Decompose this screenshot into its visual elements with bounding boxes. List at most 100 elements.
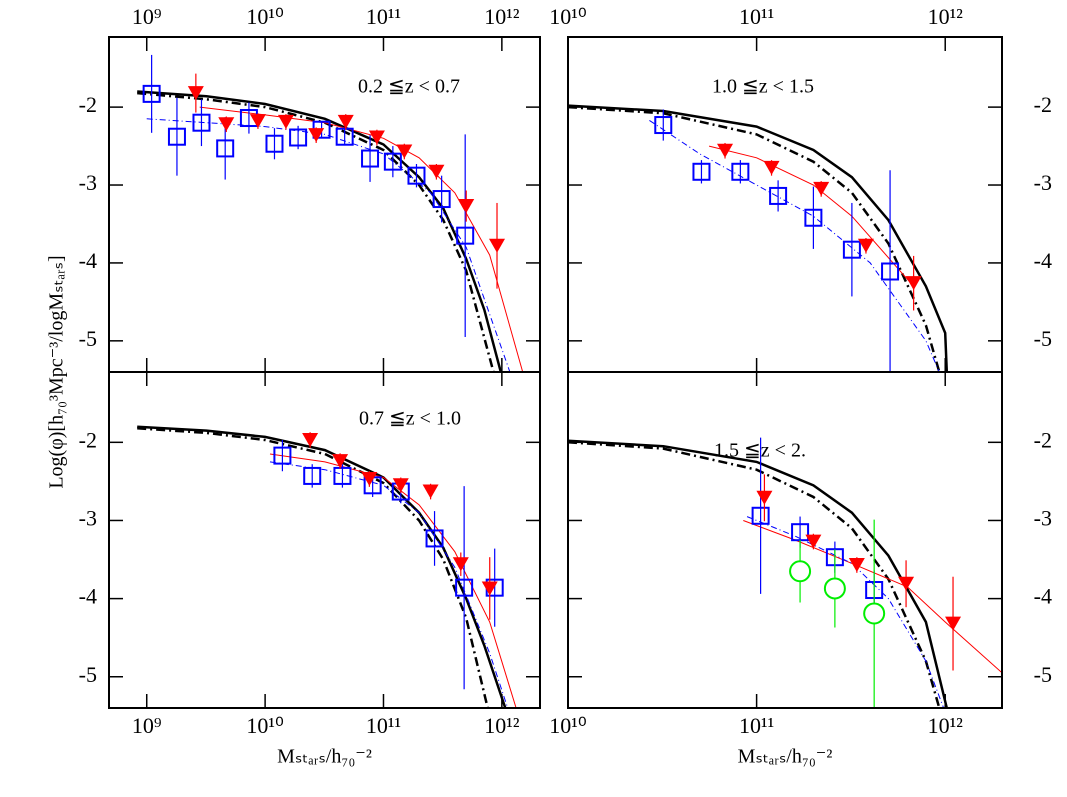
fit-curve — [269, 461, 509, 708]
triangle-marker — [249, 114, 266, 129]
plot-area — [137, 54, 524, 372]
y-tick-label: -4 — [79, 248, 97, 273]
square-marker — [142, 84, 161, 103]
x-tick-label: 10¹² — [484, 713, 520, 738]
square-marker — [216, 139, 235, 158]
x-tick-label: 10¹⁰ — [549, 713, 587, 738]
y-tick-label: -2 — [79, 427, 97, 452]
triangle-marker — [302, 432, 319, 447]
square-marker — [273, 446, 292, 465]
square-marker — [654, 116, 673, 135]
square-marker — [432, 190, 451, 209]
panel-frame — [108, 36, 541, 373]
triangle-marker — [763, 160, 780, 175]
triangle-marker — [218, 117, 235, 132]
y-tick-label: -2 — [1034, 427, 1052, 452]
triangle-marker — [187, 86, 204, 101]
plot-area — [137, 425, 517, 708]
square-marker — [769, 186, 788, 205]
panel-annotation: 0.2 ≦z < 0.7 — [358, 76, 460, 98]
square-marker — [407, 166, 426, 185]
x-tick-label: 10¹⁰ — [549, 4, 587, 29]
triangle-marker — [392, 478, 409, 493]
square-marker — [425, 529, 444, 548]
square-marker — [192, 113, 211, 132]
square-marker — [455, 578, 474, 597]
square-marker — [731, 162, 750, 181]
fit-curve — [146, 118, 511, 372]
square-marker — [692, 162, 711, 181]
triangle-marker — [361, 472, 378, 487]
panel-frame — [108, 371, 541, 709]
triangle-marker — [905, 276, 922, 291]
y-tick-label: -3 — [79, 506, 97, 531]
square-marker — [335, 127, 354, 146]
y-tick-label: -3 — [79, 170, 97, 195]
x-tick-label: 10¹² — [928, 4, 964, 29]
fit-curve — [568, 439, 949, 708]
x-tick-label: 10¹¹ — [366, 713, 401, 738]
fit-curve — [746, 516, 945, 708]
y-tick-label: -5 — [1034, 662, 1052, 687]
circle-marker — [863, 602, 886, 625]
triangle-marker — [717, 143, 734, 158]
fit-curve — [137, 425, 507, 708]
square-marker — [751, 506, 770, 525]
triangle-marker — [805, 534, 822, 549]
y-tick-label: -5 — [1034, 326, 1052, 351]
fit-curve — [568, 104, 949, 372]
y-tick-label: -4 — [79, 584, 97, 609]
x-tick-label: 10⁹ — [132, 713, 162, 738]
x-tick-label: 10¹¹ — [739, 713, 774, 738]
triangle-marker — [422, 484, 439, 499]
x-tick-label: 10¹¹ — [739, 4, 774, 29]
y-tick-label: -5 — [79, 662, 97, 687]
square-marker — [842, 240, 861, 259]
triangle-marker — [481, 581, 498, 596]
triangle-marker — [848, 558, 865, 573]
triangle-marker — [337, 114, 354, 129]
circle-marker — [789, 560, 812, 583]
square-marker — [333, 466, 352, 485]
y-tick-label: -3 — [1034, 506, 1052, 531]
square-marker — [361, 149, 380, 168]
triangle-marker — [813, 181, 830, 196]
panel-annotation: 0.7 ≦z < 1.0 — [359, 408, 461, 430]
triangle-marker — [308, 128, 325, 143]
square-marker — [456, 226, 475, 245]
square-marker — [289, 128, 308, 147]
panel-annotation: 1.0 ≦z < 1.5 — [712, 76, 814, 98]
square-marker — [167, 127, 186, 146]
fit-curve — [137, 427, 489, 708]
triangle-marker — [452, 557, 469, 572]
plot-area — [568, 437, 1002, 708]
square-marker — [881, 262, 900, 281]
x-tick-label: 10¹² — [484, 4, 520, 29]
y-tick-label: -4 — [1034, 584, 1052, 609]
triangle-marker — [277, 114, 294, 129]
y-tick-label: -3 — [1034, 170, 1052, 195]
square-marker — [303, 466, 322, 485]
fit-curve — [568, 441, 941, 708]
square-marker — [383, 152, 402, 171]
y-tick-label: -2 — [1034, 92, 1052, 117]
x-tick-label: 10⁹ — [132, 4, 162, 29]
triangle-marker — [756, 490, 773, 505]
square-marker — [265, 134, 284, 153]
triangle-marker — [945, 616, 962, 631]
triangle-marker — [857, 238, 874, 253]
panel-frame — [567, 371, 1003, 709]
y-tick-label: -5 — [79, 326, 97, 351]
panel-annotation: 1.5 ≦z < 2. — [714, 440, 806, 462]
triangle-marker — [396, 144, 413, 159]
y-tick-label: -4 — [1034, 248, 1052, 273]
x-tick-label: 10¹² — [928, 713, 964, 738]
y-tick-label: -2 — [79, 92, 97, 117]
plot-area — [568, 104, 949, 372]
triangle-marker — [458, 199, 475, 214]
triangle-marker — [428, 164, 445, 179]
x-tick-label: 10¹⁰ — [246, 713, 284, 738]
triangle-marker — [332, 454, 349, 469]
y-axis-label: Log(φ)[h₇₀³Mpc⁻³/logMₛₜₐᵣₛ] — [46, 255, 68, 488]
